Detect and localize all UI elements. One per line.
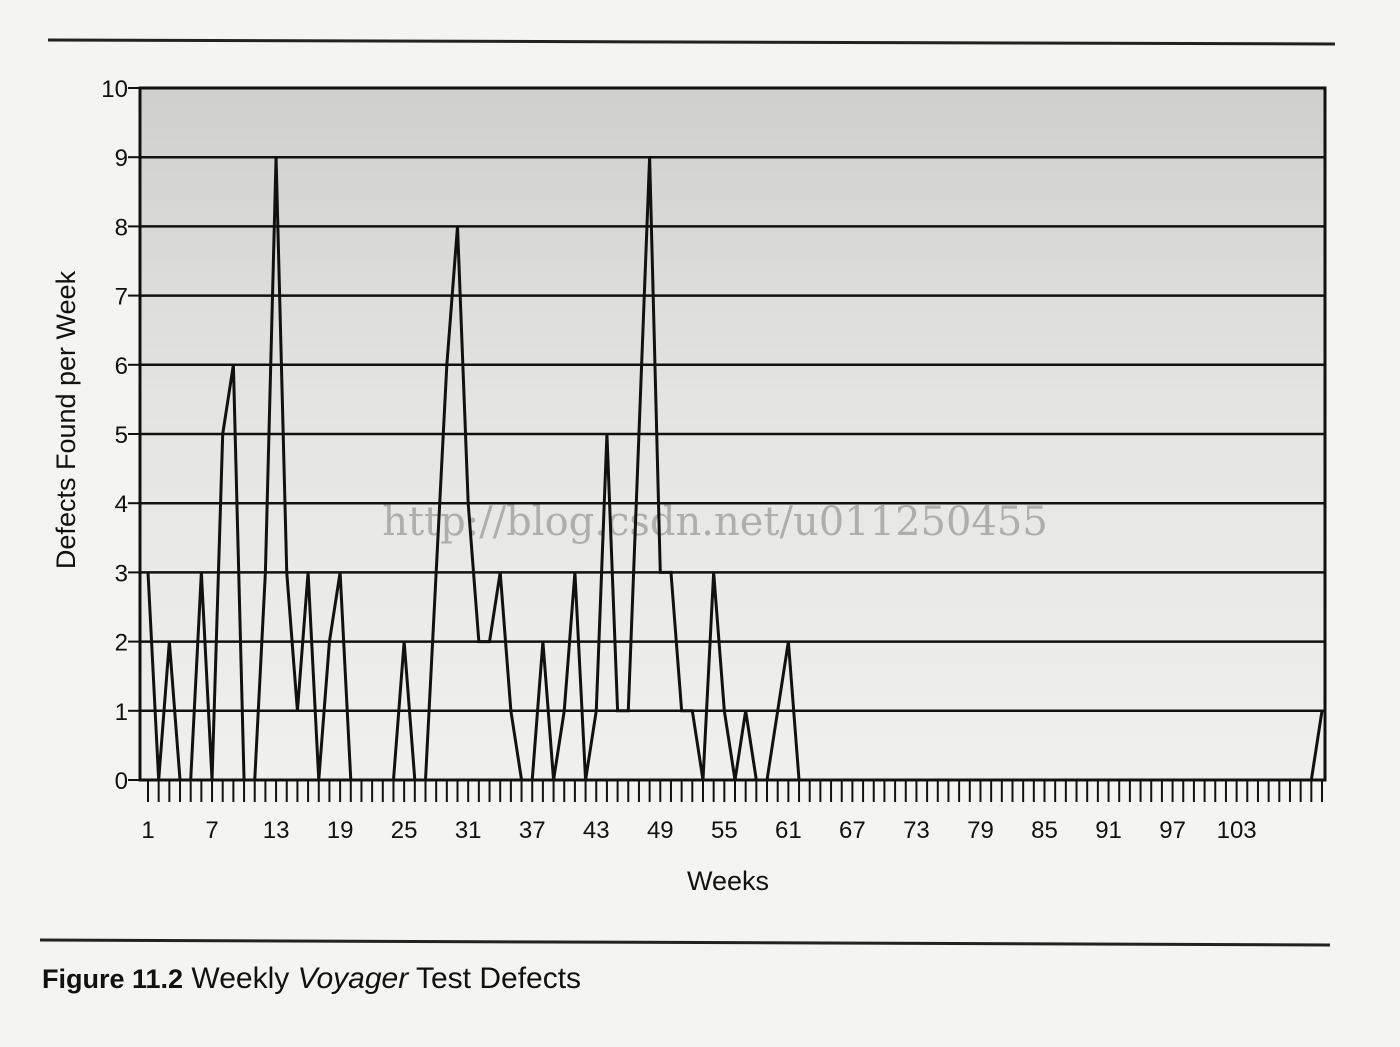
caption: Figure 11.2 Weekly Voyager Test Defects <box>42 962 581 995</box>
x-tick-label: 73 <box>903 817 930 844</box>
x-tick-label: 25 <box>391 817 418 844</box>
x-tick-label: 19 <box>327 817 354 844</box>
y-tick-label: 6 <box>115 353 128 380</box>
x-axis-label: Weeks <box>687 866 769 896</box>
data-line <box>146 157 1324 782</box>
y-tick-label: 3 <box>115 560 128 587</box>
x-tick-label: 97 <box>1159 817 1186 844</box>
y-tick-label: 10 <box>101 76 128 103</box>
y-tick-label: 0 <box>115 768 128 795</box>
x-tick-label: 85 <box>1031 817 1058 844</box>
x-tick-label: 55 <box>711 817 738 844</box>
caption-emphasis: Voyager <box>298 962 410 995</box>
caption-label: Figure 11.2 <box>42 964 183 994</box>
y-tick-label: 7 <box>115 284 128 311</box>
x-tick-label: 31 <box>455 817 482 844</box>
x-tick-label: 43 <box>583 817 610 844</box>
caption-text: Weekly <box>191 962 289 995</box>
x-tick-label: 7 <box>205 817 218 844</box>
x-tick-label: 61 <box>775 817 802 844</box>
y-tick-label: 4 <box>115 491 128 518</box>
x-tick-label: 13 <box>263 817 290 844</box>
bottom-rule <box>39 938 1331 947</box>
x-tick-label: 91 <box>1095 817 1122 844</box>
y-axis-label: Defects Found per Week <box>51 270 81 569</box>
top-rule <box>47 38 1336 46</box>
y-tick-label: 9 <box>115 145 128 172</box>
x-tick-label: 49 <box>647 817 674 844</box>
y-tick-label: 1 <box>115 699 128 726</box>
x-tick-label: 37 <box>519 817 546 844</box>
y-tick-label: 5 <box>115 422 128 449</box>
watermark: http://blog.csdn.net/u011250455 <box>382 499 1048 545</box>
y-tick-label: 8 <box>115 214 128 241</box>
x-tick-label: 67 <box>839 817 866 844</box>
y-tick-label: 2 <box>115 630 128 657</box>
caption-text: Test Defects <box>416 962 581 995</box>
x-tick-label: 79 <box>967 817 994 844</box>
x-tick-label: 1 <box>141 817 154 844</box>
x-tick-label: 103 <box>1217 817 1257 844</box>
